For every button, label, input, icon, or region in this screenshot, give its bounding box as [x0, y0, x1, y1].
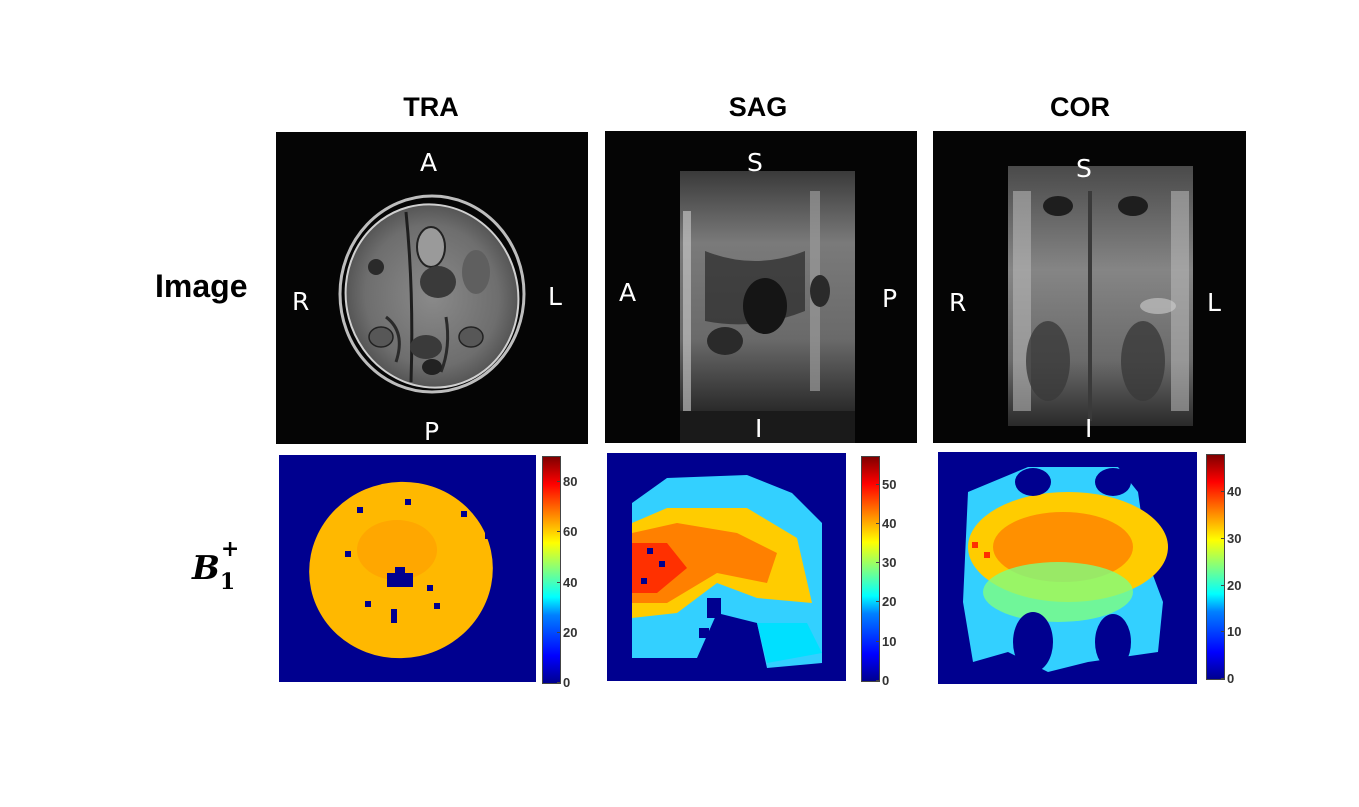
- colorbar-tick-mark: [557, 682, 561, 683]
- colorbar-tick-mark: [876, 601, 880, 602]
- cor-orient-top: S: [1076, 154, 1092, 183]
- column-title-tra: TRA: [403, 92, 459, 122]
- sag-orient-top: S: [747, 148, 763, 177]
- colorbar-sag: [861, 456, 880, 682]
- row-label-b1: B +1: [192, 536, 239, 595]
- sag-anatomy: [680, 171, 855, 443]
- colorbar-tick-mark: [1221, 538, 1225, 539]
- colorbar-tick-mark: [1221, 678, 1225, 679]
- cor-orient-right: L: [1207, 288, 1221, 317]
- colorbar-tick-label: 20: [563, 625, 578, 640]
- cor-orient-left: R: [949, 288, 967, 317]
- colorbar-tick-label: 30: [882, 555, 897, 570]
- colorbar-tick-label: 0: [1227, 671, 1235, 686]
- colorbar-tick-mark: [876, 641, 880, 642]
- colorbar-tick-label: 60: [563, 524, 578, 539]
- colorbar-tick-mark: [1221, 631, 1225, 632]
- colorbar-tick-mark: [557, 481, 561, 482]
- sag-orient-bottom: I: [755, 414, 763, 443]
- colorbar-tick-label: 20: [882, 594, 897, 609]
- tra-orient-top: A: [420, 148, 438, 177]
- colorbar-tick-label: 30: [1227, 531, 1242, 546]
- colorbar-tick-label: 50: [882, 477, 897, 492]
- b1-superscript: +: [220, 536, 240, 562]
- row-label-image: Image: [155, 268, 248, 304]
- cor-anatomy: [1008, 166, 1193, 426]
- b1-map-sag: [607, 453, 846, 681]
- colorbar-tick-label: 20: [1227, 578, 1242, 593]
- colorbar-tick-mark: [557, 582, 561, 583]
- tra-anatomy: [338, 194, 526, 394]
- colorbar-tick-label: 40: [563, 575, 578, 590]
- colorbar-tick-mark: [876, 680, 880, 681]
- tra-orient-left: R: [292, 287, 310, 316]
- column-title-sag: SAG: [728, 92, 788, 122]
- colorbar-tra: [542, 456, 561, 684]
- b1-base: B: [192, 548, 220, 587]
- colorbar-tick-mark: [1221, 491, 1225, 492]
- tra-orient-right: L: [548, 282, 562, 311]
- mri-image-sag: S I A P: [605, 131, 917, 443]
- b1-map-tra: [279, 455, 536, 682]
- b1-map-cor: [938, 452, 1197, 684]
- sag-orient-right: P: [882, 284, 898, 313]
- b1-map-cor-field: [963, 467, 1168, 672]
- sag-orient-left: A: [619, 278, 637, 307]
- colorbar-tick-label: 0: [882, 673, 890, 688]
- b1-subscript: 1: [219, 569, 236, 595]
- colorbar-tick-label: 10: [882, 634, 897, 649]
- mri-image-cor: S I R L: [933, 131, 1246, 443]
- colorbar-tick-label: 10: [1227, 624, 1242, 639]
- colorbar-tick-mark: [1221, 585, 1225, 586]
- colorbar-tick-label: 40: [882, 516, 897, 531]
- colorbar-tick-mark: [876, 523, 880, 524]
- cor-orient-bottom: I: [1085, 414, 1093, 443]
- b1-map-tra-field: [309, 481, 493, 659]
- colorbar-tick-mark: [876, 484, 880, 485]
- colorbar-tick-mark: [557, 531, 561, 532]
- mri-image-tra: A P R L: [276, 132, 588, 444]
- colorbar-tick-label: 0: [563, 675, 571, 690]
- colorbar-tick-label: 80: [563, 474, 578, 489]
- colorbar-tick-mark: [557, 632, 561, 633]
- column-title-cor: COR: [1050, 92, 1110, 122]
- b1-map-sag-field: [632, 475, 822, 668]
- tra-orient-bottom: P: [424, 417, 440, 444]
- colorbar-tick-mark: [876, 562, 880, 563]
- colorbar-cor: [1206, 454, 1225, 680]
- colorbar-tick-label: 40: [1227, 484, 1242, 499]
